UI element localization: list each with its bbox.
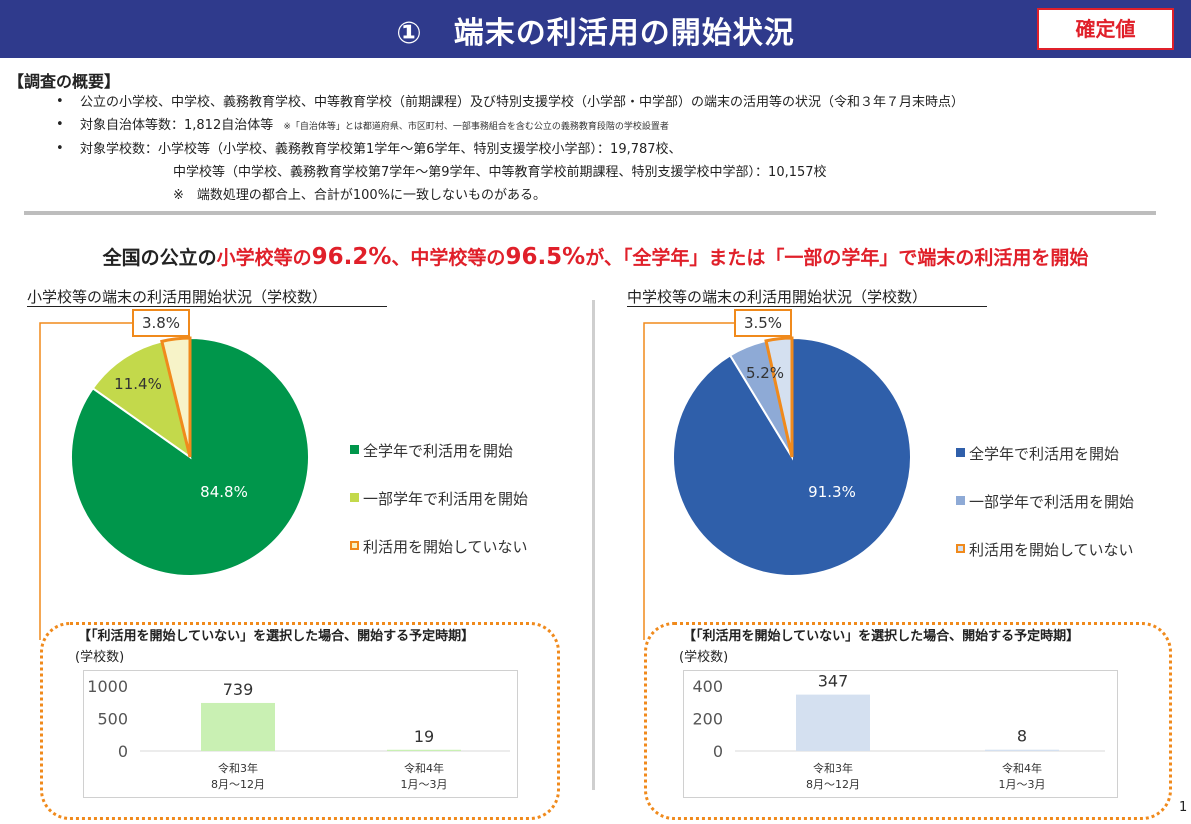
bullet-dot: •	[56, 141, 64, 156]
overview-line-5: ※ 端数処理の都合上、合計が100%に一致しないものがある。	[173, 188, 547, 203]
legend-swatch	[956, 544, 965, 553]
status-badge: 確定値	[1037, 8, 1174, 50]
junior-chart-title: 中学校等の端末の利活用開始状況（学校数）	[627, 288, 928, 306]
legend-swatch	[350, 445, 359, 454]
pie-label-1-1: 5.2%	[746, 364, 784, 382]
headline-part: で端末の利活用を開始	[898, 247, 1089, 269]
elementary-chart-title: 小学校等の端末の利活用開始状況（学校数）	[27, 288, 328, 306]
pie-slice-0-1	[91, 340, 192, 460]
legend-label: 利活用を開始していない	[969, 541, 1134, 559]
pie-label-0-0: 84.8%	[200, 483, 248, 501]
legend-swatch	[956, 448, 965, 457]
overview-heading: 【調査の概要】	[8, 72, 121, 91]
legend-label: 利活用を開始していない	[363, 538, 528, 556]
headline-part: 全国の公立の	[102, 247, 217, 269]
title-underline	[627, 306, 987, 307]
pie-label-0-2: 3.8%	[142, 314, 180, 332]
pie-label-1-2: 3.5%	[744, 314, 782, 332]
pie-small-label-box-0	[132, 309, 190, 337]
overview-note-small: ※「自治体等」とは都道府県、市区町村、一部事務組合を含む公立の義務教育段階の学校…	[283, 122, 669, 132]
pie-slice-0-2	[160, 336, 192, 458]
headline-part: 「全学年」または「一部の学年」	[622, 247, 899, 269]
headline-percent-elementary: 96.2%	[311, 244, 392, 270]
bullet-dot: •	[56, 117, 64, 132]
legend-label: 全学年で利活用を開始	[363, 442, 514, 460]
legend-swatch	[350, 493, 359, 502]
callout-frame-elementary	[40, 622, 560, 820]
overview-line-3: 対象学校数：小学校等（小学校、義務教育学校第1学年～第6学年、特別支援学校小学部…	[80, 142, 682, 157]
overview-line-4: 中学校等（中学校、義務教育学校第7学年～第9学年、中等教育学校前期課程、特別支援…	[173, 165, 827, 180]
headline-part: 、中学校等の	[391, 247, 506, 269]
legend-swatch	[350, 541, 359, 550]
junior-bar-title: 【「利活用を開始していない」を選択した場合、開始する予定時期】	[683, 629, 1080, 644]
headline-percent-junior: 96.5%	[505, 244, 586, 270]
headline-part: が、	[585, 247, 623, 269]
legend-swatch	[956, 496, 965, 505]
pie-slice-1-1	[728, 339, 793, 458]
overview-line-1: 公立の小学校、中学校、義務教育学校、中等教育学校（前期課程）及び特別支援学校（小…	[80, 95, 965, 110]
legend-item: 一部学年で利活用を開始	[350, 488, 528, 509]
headline-part: 小学校等の	[216, 247, 312, 269]
pie-slice-1-0	[672, 336, 912, 577]
page-number: 1	[1179, 800, 1188, 815]
pie-callout-line-1	[643, 322, 735, 640]
pie-small-label-box-1	[734, 309, 792, 337]
junior-bar-frame	[683, 670, 1118, 798]
legend-item: 一部学年で利活用を開始	[956, 491, 1134, 512]
header-bar: ① 端末の利活用の開始状況 確定値	[0, 0, 1191, 58]
junior-bar-unit: (学校数)	[679, 650, 729, 665]
chart-divider	[592, 300, 595, 790]
overview-line-2: 対象自治体等数：1,812自治体等 ※「自治体等」とは都道府県、市区町村、一部事…	[80, 117, 669, 136]
pie-callout-line-0	[39, 322, 133, 640]
legend-label: 一部学年で利活用を開始	[363, 490, 529, 508]
section-divider	[24, 211, 1156, 215]
pie-label-0-1: 11.4%	[114, 375, 162, 393]
elementary-bar-frame	[83, 670, 518, 798]
pie-slice-1-2	[764, 336, 794, 458]
elementary-bar-title: 【「利活用を開始していない」を選択した場合、開始する予定時期】	[78, 629, 475, 644]
elementary-bar-unit: (学校数)	[75, 650, 125, 665]
legend-label: 全学年で利活用を開始	[969, 445, 1120, 463]
legend-item: 利活用を開始していない	[350, 536, 528, 557]
pie-label-1-0: 91.3%	[808, 483, 856, 501]
page-title: ① 端末の利活用の開始状況	[396, 16, 795, 51]
headline: 全国の公立の小学校等の96.2%、中学校等の96.5%が、「全学年」または「一部…	[0, 243, 1191, 270]
legend-item: 全学年で利活用を開始	[956, 443, 1119, 464]
pie-slice-0-0	[70, 336, 310, 577]
title-underline	[27, 306, 387, 307]
legend-item: 全学年で利活用を開始	[350, 440, 513, 461]
overview-municipality-count: 対象自治体等数：1,812自治体等	[80, 118, 274, 133]
bullet-dot: •	[56, 94, 64, 109]
legend-label: 一部学年で利活用を開始	[969, 493, 1135, 511]
legend-item: 利活用を開始していない	[956, 539, 1134, 560]
callout-frame-junior	[644, 622, 1172, 820]
